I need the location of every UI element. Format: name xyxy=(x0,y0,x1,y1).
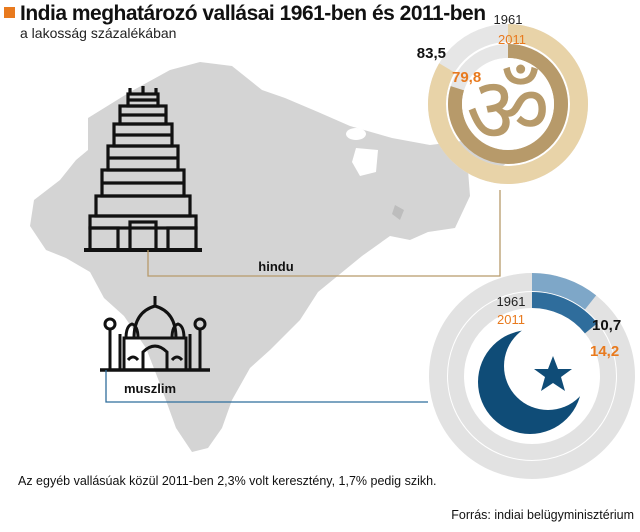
om-icon: ॐ xyxy=(466,57,550,164)
chart-labels: 1961 2011 83,5 79,8 1961 2011 10,7 14,2 … xyxy=(124,12,621,396)
hindu-arc-1961 xyxy=(428,24,588,184)
hindu-label: hindu xyxy=(258,259,293,274)
temple-icon xyxy=(84,86,202,252)
hindu-donut-center xyxy=(462,58,554,150)
muslim-year-2011-label: 2011 xyxy=(497,312,525,327)
title-marker xyxy=(4,7,15,18)
muslim-year-1961-label: 1961 xyxy=(497,294,526,309)
leader-lines xyxy=(105,190,501,403)
source-note: Forrás: indiai belügyminisztérium xyxy=(451,508,634,522)
hindu-value-2011: 79,8 xyxy=(452,69,481,86)
muslim-value-2011: 14,2 xyxy=(590,343,619,360)
hindu-year-1961-label: 1961 xyxy=(494,12,523,27)
hindu-donut-chart: ॐ xyxy=(428,24,588,184)
hindu-year-2011-label: 2011 xyxy=(498,32,526,47)
hindu-value-1961: 83,5 xyxy=(417,45,446,62)
muslim-arc-2011 xyxy=(531,292,598,334)
muslim-donut-chart xyxy=(429,273,635,479)
mosque-icon xyxy=(100,296,210,372)
muszlim-label: muszlim xyxy=(124,381,176,396)
footnote: Az egyéb vallásúak közül 2011-ben 2,3% v… xyxy=(18,474,437,488)
crescent-star-icon xyxy=(478,322,592,434)
page-subtitle: a lakosság százalékában xyxy=(20,25,177,41)
muslim-value-1961: 10,7 xyxy=(592,317,621,334)
hindu-arc-2011 xyxy=(448,44,568,164)
page-title: India meghatározó vallásai 1961-ben és 2… xyxy=(4,2,486,26)
muslim-arc-1961 xyxy=(531,273,597,310)
